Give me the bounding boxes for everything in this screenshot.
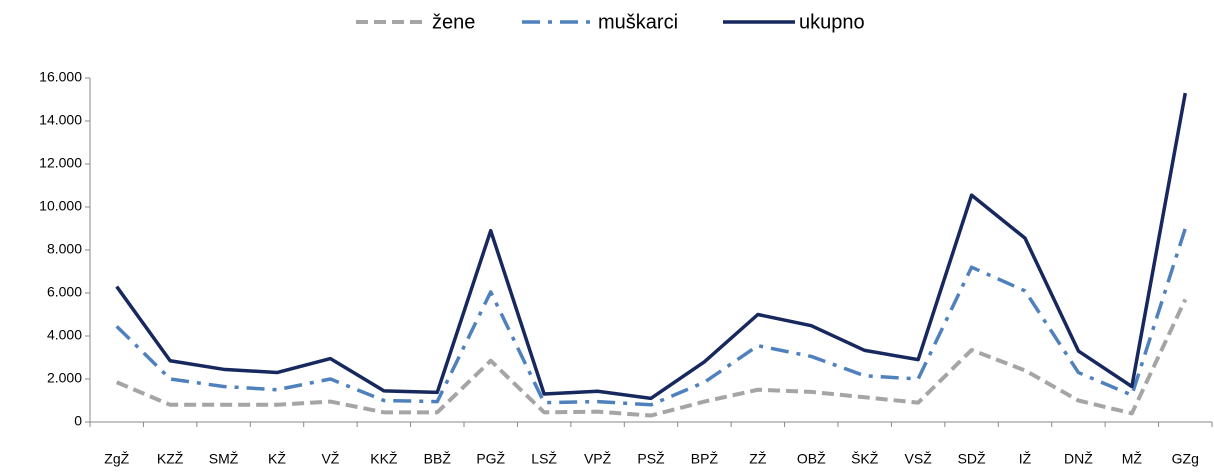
x-tick-label: VSŽ xyxy=(905,451,933,467)
x-tick-label: BPŽ xyxy=(691,451,719,467)
x-tick-label: VŽ xyxy=(321,451,339,467)
x-tick-label: ŠKŽ xyxy=(851,451,879,467)
y-tick-label: 12.000 xyxy=(39,155,82,171)
x-tick-label: LSŽ xyxy=(531,451,557,467)
x-tick-label: OBŽ xyxy=(797,451,826,467)
x-tick-label: GZg xyxy=(1172,451,1199,467)
x-tick-label: KZŽ xyxy=(157,451,184,467)
x-tick-label: KKŽ xyxy=(370,451,398,467)
x-tick-label: IŽ xyxy=(1019,451,1032,467)
x-tick-label: MŽ xyxy=(1122,451,1143,467)
x-tick-label: SDŽ xyxy=(958,451,986,467)
x-tick-label: ZŽ xyxy=(749,451,767,467)
x-tick-label: VPŽ xyxy=(584,451,612,467)
y-tick-label: 6.000 xyxy=(47,284,82,300)
x-tick-label: BBŽ xyxy=(424,451,452,467)
x-tick-label: PSŽ xyxy=(637,451,665,467)
series-line xyxy=(115,298,1188,418)
y-tick-label: 2.000 xyxy=(47,370,82,386)
legend-label: ukupno xyxy=(799,11,865,33)
x-tick-label: PGŽ xyxy=(476,451,505,467)
y-tick-label: 10.000 xyxy=(39,198,82,214)
x-tick-label: SMŽ xyxy=(209,451,239,467)
x-tick-label: KŽ xyxy=(268,451,286,467)
y-tick-label: 0 xyxy=(74,413,82,429)
x-tick-label: ZgŽ xyxy=(104,451,129,467)
y-tick-label: 16.000 xyxy=(39,69,82,85)
legend-label: žene xyxy=(432,11,475,33)
x-tick-label: DNŽ xyxy=(1064,451,1093,467)
series-line xyxy=(115,227,1187,407)
y-tick-label: 4.000 xyxy=(47,327,82,343)
y-tick-label: 14.000 xyxy=(39,112,82,128)
y-tick-label: 8.000 xyxy=(47,241,82,257)
legend-label: muškarci xyxy=(598,11,678,33)
series-line xyxy=(115,92,1188,401)
